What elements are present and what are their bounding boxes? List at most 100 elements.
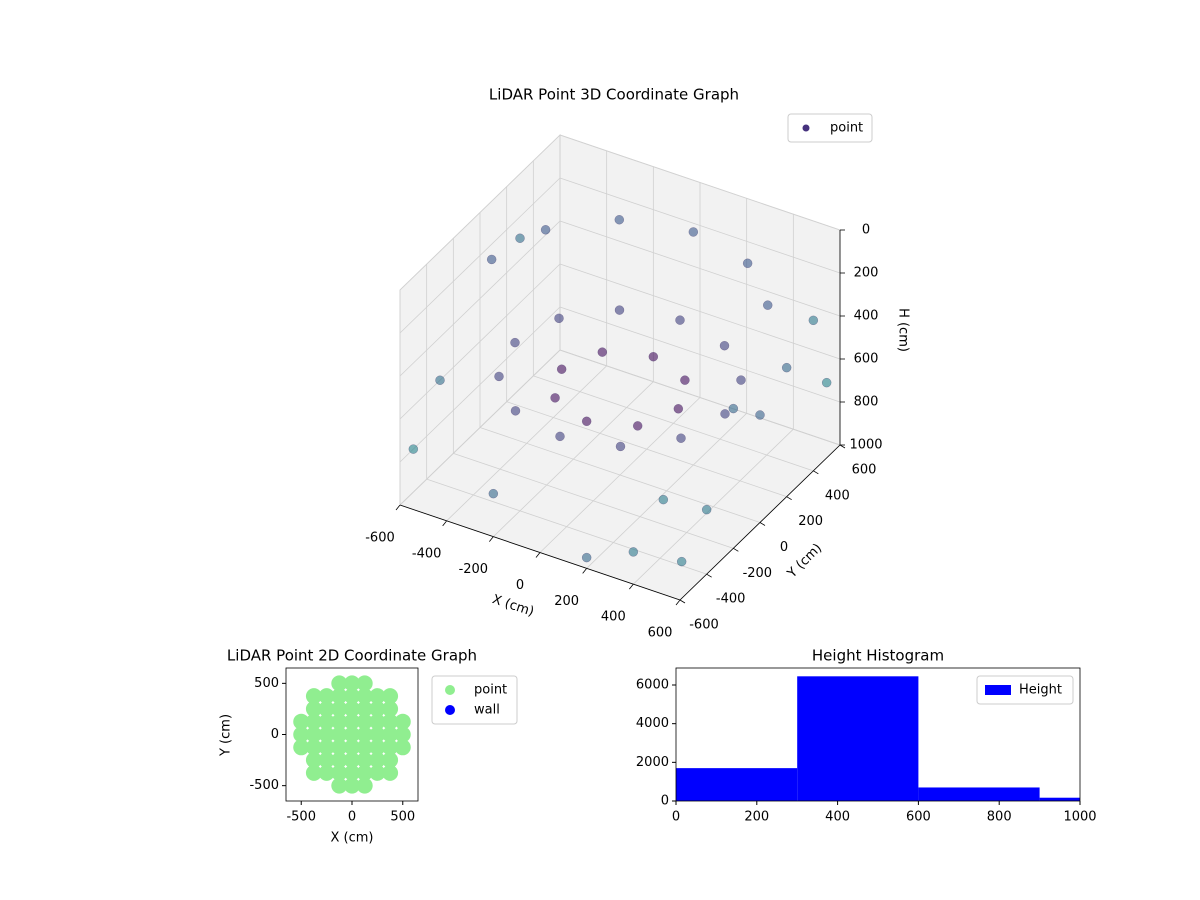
point bbox=[356, 713, 373, 730]
point bbox=[755, 410, 765, 420]
point bbox=[781, 362, 792, 373]
point bbox=[318, 726, 335, 743]
grid-line bbox=[533, 375, 814, 472]
x-tick-label: 1000 bbox=[1063, 810, 1096, 825]
point bbox=[344, 713, 360, 730]
point bbox=[318, 713, 335, 730]
point bbox=[356, 726, 373, 743]
point bbox=[762, 300, 773, 310]
y-tick-label: -400 bbox=[716, 592, 746, 607]
point bbox=[331, 713, 348, 730]
grid-line bbox=[479, 427, 761, 523]
point bbox=[435, 375, 445, 385]
point bbox=[305, 713, 322, 730]
point bbox=[554, 313, 564, 324]
tick-mark bbox=[706, 573, 712, 578]
y-tick-label: -600 bbox=[689, 618, 719, 633]
y-tick-label: -500 bbox=[249, 778, 279, 793]
tick-mark bbox=[675, 599, 681, 606]
point bbox=[331, 777, 348, 794]
grid-line bbox=[399, 306, 561, 463]
x-tick-label: 600 bbox=[648, 626, 673, 641]
point bbox=[293, 726, 310, 743]
point bbox=[808, 315, 819, 326]
y-axis-label: Y (cm) bbox=[784, 541, 825, 582]
tick-mark bbox=[629, 583, 634, 590]
point bbox=[369, 713, 386, 730]
point bbox=[305, 764, 322, 781]
x-tick-label: -500 bbox=[286, 810, 316, 825]
point bbox=[510, 337, 520, 348]
point bbox=[494, 371, 504, 382]
point bbox=[673, 404, 684, 414]
point bbox=[344, 688, 360, 705]
bar bbox=[676, 768, 798, 801]
x-axis-label: X (cm) bbox=[331, 831, 374, 846]
legend-box bbox=[787, 113, 873, 143]
point bbox=[540, 225, 551, 235]
point bbox=[369, 700, 386, 717]
z-axis-label: H (cm) bbox=[896, 308, 911, 352]
point bbox=[555, 431, 565, 442]
point bbox=[344, 752, 360, 769]
point bbox=[676, 433, 686, 443]
point bbox=[488, 488, 499, 499]
tick-mark bbox=[813, 470, 819, 475]
point bbox=[382, 752, 399, 769]
point bbox=[331, 764, 348, 781]
point bbox=[742, 258, 753, 269]
x-tick-label: 800 bbox=[987, 810, 1012, 825]
point bbox=[632, 421, 643, 431]
legend-label: point bbox=[474, 683, 507, 698]
y-tick-label: 0 bbox=[271, 727, 279, 742]
tick-mark bbox=[733, 547, 739, 552]
bar bbox=[797, 676, 919, 801]
point bbox=[344, 700, 360, 717]
z-tick-label: 600 bbox=[854, 352, 879, 367]
grid-line bbox=[506, 401, 787, 498]
point bbox=[293, 739, 310, 756]
point bbox=[331, 688, 348, 705]
point bbox=[356, 777, 373, 794]
point bbox=[331, 675, 348, 692]
point bbox=[369, 688, 386, 705]
grid-line bbox=[399, 177, 561, 334]
point bbox=[394, 739, 411, 756]
x-tick-label: 200 bbox=[744, 810, 769, 825]
grid-line bbox=[559, 134, 841, 231]
y-tick-label: 2000 bbox=[636, 755, 669, 770]
point bbox=[821, 377, 832, 388]
point bbox=[344, 777, 360, 794]
point bbox=[720, 409, 730, 419]
point bbox=[356, 688, 373, 705]
point bbox=[680, 375, 690, 385]
y-tick-label: 200 bbox=[798, 514, 823, 529]
point bbox=[344, 739, 360, 756]
x-tick-label: 600 bbox=[906, 810, 931, 825]
point bbox=[331, 739, 348, 756]
tick-mark bbox=[442, 520, 447, 527]
point bbox=[550, 393, 560, 403]
point bbox=[728, 403, 739, 414]
point bbox=[648, 351, 659, 362]
x-tick-label: -200 bbox=[459, 562, 489, 577]
grid-line bbox=[399, 134, 561, 291]
tick-mark bbox=[759, 522, 766, 526]
point bbox=[369, 764, 386, 781]
grid-line bbox=[426, 478, 707, 575]
point bbox=[356, 764, 373, 781]
point bbox=[382, 713, 399, 730]
y-tick-label: 600 bbox=[852, 463, 877, 478]
point bbox=[676, 556, 687, 567]
point bbox=[736, 375, 746, 385]
tick-mark bbox=[489, 536, 494, 542]
grid-line bbox=[559, 220, 841, 317]
point bbox=[510, 406, 521, 416]
point bbox=[382, 739, 399, 756]
point bbox=[382, 726, 399, 743]
point bbox=[344, 764, 360, 781]
grid-line bbox=[399, 349, 561, 506]
point bbox=[675, 315, 685, 325]
point bbox=[305, 739, 322, 756]
